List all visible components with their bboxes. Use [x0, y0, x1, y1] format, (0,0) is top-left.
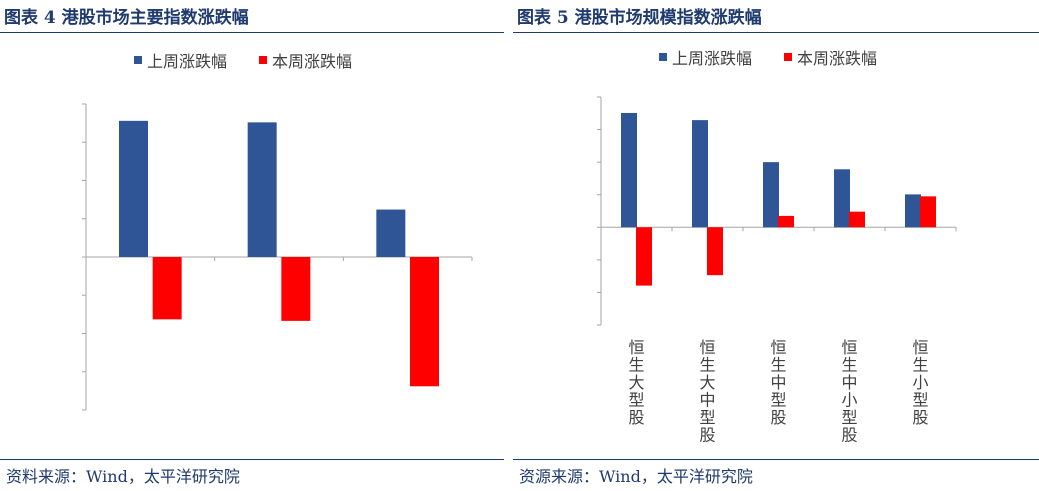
x-category-label-char: 股: [841, 426, 857, 445]
bar-this-week: [778, 215, 794, 228]
bar-prev-week: [119, 120, 148, 257]
bar-prev-week: [834, 169, 850, 228]
bar-this-week: [707, 227, 723, 276]
x-category-label-char: 型: [699, 408, 715, 427]
legend-swatch-prev-week: [659, 53, 667, 61]
figure-4-top-rule: [0, 32, 504, 33]
x-category-label-char: 生: [699, 356, 715, 375]
legend-swatch-this-week: [259, 56, 267, 64]
bar-this-week: [636, 227, 652, 286]
x-category-label-char: 股: [770, 408, 786, 427]
figure-5-title: 图表 5 港股市场规模指数涨跌幅: [517, 8, 762, 28]
figure-5-top-rule: [513, 32, 1039, 33]
legend-swatch-prev-week: [134, 56, 142, 64]
legend-label-this-week: 本周涨跌幅: [797, 49, 877, 68]
x-category-label-char: 恒: [770, 338, 786, 357]
x-category-label-char: 生: [841, 356, 857, 375]
legend-swatch-this-week: [784, 53, 792, 61]
figure-4-legend: 上周涨跌幅 本周涨跌幅: [134, 52, 352, 71]
figure-5-source: 资源来源：Wind，太平洋研究院: [519, 467, 753, 486]
bar-this-week: [920, 196, 936, 228]
x-category-label-char: 大: [628, 373, 644, 392]
x-category-label-char: 中: [770, 373, 786, 392]
x-category-label-char: 恒: [699, 338, 715, 357]
figure-5-legend: 上周涨跌幅 本周涨跌幅: [659, 49, 877, 68]
bar-prev-week: [763, 162, 779, 228]
x-category-label-char: 股: [628, 408, 644, 427]
x-category-label-char: 生: [628, 356, 644, 375]
figure-4-source: 资料来源：Wind，太平洋研究院: [6, 467, 240, 486]
legend-label-this-week: 本周涨跌幅: [272, 52, 352, 71]
x-category-label-char: 型: [628, 391, 644, 410]
x-category-label-char: 中: [699, 391, 715, 410]
figure-4-panel: 图表 4 港股市场主要指数涨跌幅 上周涨跌幅 本周涨跌幅 资料来源：Wind，太…: [0, 0, 504, 491]
x-category-label-char: 生: [770, 356, 786, 375]
figure-4-title: 图表 4 港股市场主要指数涨跌幅: [4, 8, 249, 28]
x-category-label-char: 恒: [841, 338, 857, 357]
bar-this-week: [410, 257, 439, 387]
bar-prev-week: [621, 112, 637, 228]
figure-5-bottom-rule: [513, 459, 1039, 460]
x-category-label-char: 型: [912, 391, 928, 410]
bar-this-week: [849, 211, 865, 228]
bar-prev-week: [376, 209, 406, 257]
figure-4-chart: 上周涨跌幅 本周涨跌幅: [82, 52, 473, 411]
figure-5-panel: 图表 5 港股市场规模指数涨跌幅 上周涨跌幅 本周涨跌幅 恒生大型股恒生大中型股…: [513, 0, 1039, 491]
legend-label-prev-week: 上周涨跌幅: [147, 52, 227, 71]
x-category-label-char: 型: [841, 408, 857, 427]
bar-prev-week: [692, 120, 708, 228]
bar-this-week: [152, 257, 182, 320]
x-category-label-char: 股: [912, 408, 928, 427]
x-category-label-char: 中: [841, 373, 857, 392]
x-category-label-char: 股: [699, 426, 715, 445]
x-category-label-char: 恒: [628, 338, 644, 357]
figure-4-bottom-rule: [0, 459, 504, 460]
x-category-label-char: 大: [699, 373, 715, 392]
bar-prev-week: [247, 122, 277, 257]
x-category-label-char: 型: [770, 391, 786, 410]
x-category-label-char: 生: [912, 356, 928, 375]
bar-prev-week: [905, 194, 921, 228]
x-category-label-char: 恒: [912, 338, 928, 357]
legend-label-prev-week: 上周涨跌幅: [672, 49, 752, 68]
x-category-label-char: 小: [841, 391, 857, 410]
bar-this-week: [281, 257, 311, 321]
x-category-label-char: 小: [912, 373, 928, 392]
